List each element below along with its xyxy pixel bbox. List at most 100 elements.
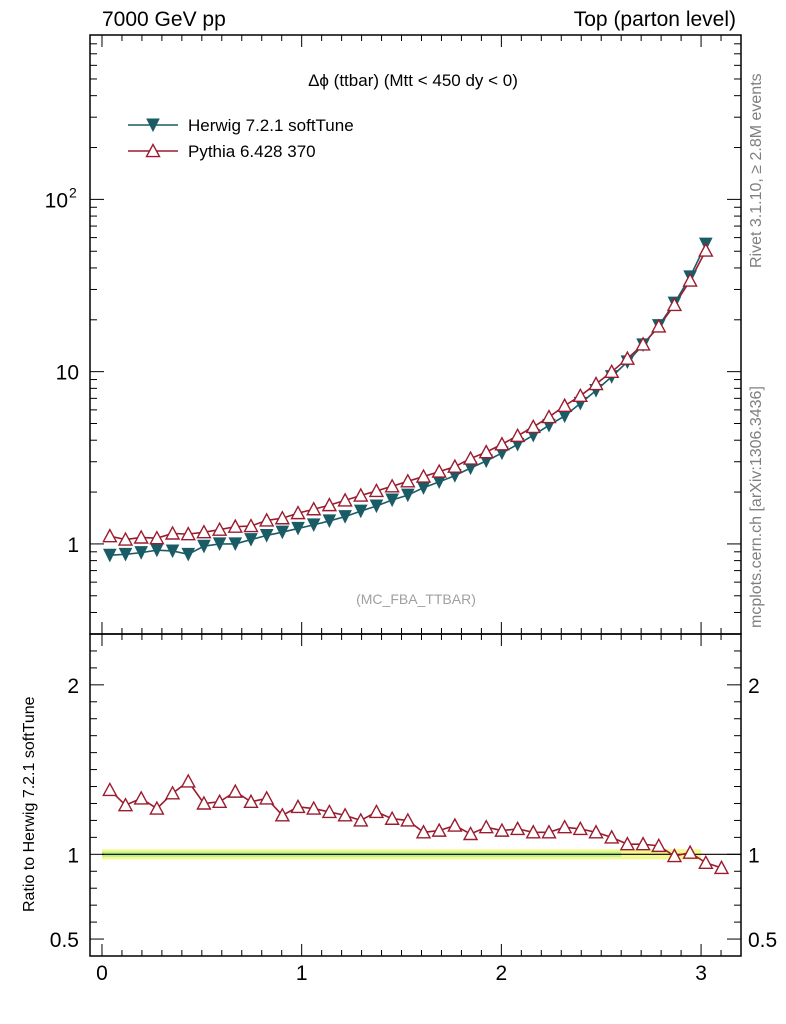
x-tick-label: 2: [496, 962, 508, 985]
pythia-data-point: [431, 463, 447, 478]
herwig-data-point: [165, 544, 180, 559]
ratio-data-point: [666, 848, 683, 863]
herwig-data-point: [291, 521, 305, 536]
herwig-data-point: [306, 518, 321, 532]
pythia-data-point: [525, 418, 541, 434]
ratio-data-point: [227, 783, 243, 798]
ratio-data-point: [258, 790, 275, 805]
pythia-data-point: [556, 397, 573, 412]
pythia-data-point: [243, 518, 259, 533]
pythia-legend-label: Pythia 6.428 370: [188, 142, 316, 161]
ratio-y-tick-label-right: 2: [748, 675, 760, 698]
header-right-label: Top (parton level): [573, 8, 736, 31]
pythia-data-point: [117, 531, 134, 546]
pythia-data-point: [133, 529, 149, 544]
pythia-legend-marker: [145, 143, 161, 158]
ratio-data-point: [415, 824, 432, 839]
ratio-data-point: [149, 800, 165, 815]
herwig-data-point: [228, 537, 243, 552]
pythia-data-point: [290, 505, 306, 520]
ratio-data-point: [572, 820, 589, 836]
herwig-data-point: [353, 504, 368, 519]
pythia-data-point: [368, 482, 385, 498]
y-tick-label: 10: [56, 362, 79, 385]
ratio-data-point: [102, 781, 118, 797]
ratio-data-point: [431, 822, 447, 837]
ratio-data-point: [651, 837, 667, 853]
ratio-data-point: [306, 800, 322, 815]
herwig-data-point: [181, 547, 196, 562]
ratio-data-point: [556, 819, 573, 834]
ratio-data-point: [337, 807, 353, 822]
ratio-data-point: [588, 824, 604, 839]
pythia-data-point: [400, 473, 416, 488]
ratio-plot-frame: [89, 633, 742, 957]
x-tick-label: 0: [96, 962, 108, 985]
pythia-data-point: [337, 492, 353, 507]
ratio-data-point: [180, 773, 196, 788]
ratio-data-point: [368, 803, 385, 819]
herwig-data-point: [244, 533, 258, 547]
ratio-data-point: [196, 795, 212, 810]
pythia-data-point: [462, 450, 479, 465]
ratio-data-point: [447, 817, 463, 832]
herwig-legend-label: Herwig 7.2.1 softTune: [188, 116, 354, 135]
pythia-data-point: [180, 526, 196, 541]
ratio-data-point: [525, 824, 541, 839]
pythia-data-point: [102, 528, 118, 543]
pythia-data-point: [211, 521, 228, 536]
pythia-data-point: [196, 524, 212, 539]
herwig-data-point: [259, 528, 274, 543]
ratio-data-point: [509, 820, 526, 836]
ratio-data-point: [604, 829, 620, 844]
pythia-data-point: [353, 487, 369, 502]
ratio-data-point: [698, 854, 714, 870]
ratio-data-point: [635, 836, 651, 851]
herwig-data-point: [197, 539, 211, 554]
ratio-data-point: [117, 797, 134, 812]
ratio-data-point: [619, 836, 636, 851]
herwig-data-point: [134, 546, 148, 560]
ratio-y-axis-label: Ratio to Herwig 7.2.1 softTune: [21, 696, 38, 912]
pythia-data-point: [588, 376, 604, 391]
pythia-data-point: [698, 242, 714, 257]
ratio-data-point: [290, 798, 306, 814]
pythia-data-point: [306, 501, 322, 516]
ratio-data-point: [164, 785, 181, 800]
ratio-y-tick-label: 1: [67, 844, 79, 867]
herwig-data-point: [103, 548, 117, 563]
pythia-data-point: [478, 444, 494, 459]
pythia-data-point: [572, 387, 589, 403]
herwig-series-line: [109, 243, 707, 557]
ratio-series-line: [109, 780, 722, 869]
herwig-legend-marker: [146, 118, 160, 133]
herwig-data-point: [338, 510, 352, 524]
pythia-data-point: [415, 468, 432, 483]
x-tick-label: 3: [695, 962, 707, 985]
ratio-y-tick-label: 2: [67, 675, 79, 698]
ratio-data-point: [384, 810, 400, 825]
chart-title: Δϕ (ttbar) (Mtt < 450 dy < 0): [308, 71, 518, 90]
ratio-y-tick-label-right: 1: [748, 844, 760, 867]
pythia-data-point: [384, 478, 400, 493]
pythia-data-point: [274, 510, 291, 525]
ratio-data-point: [211, 793, 228, 809]
y-tick-label: 10: [45, 189, 68, 212]
pythia-data-point: [619, 350, 636, 365]
pythia-data-point: [509, 427, 526, 443]
herwig-data-point: [416, 481, 431, 495]
pythia-data-point: [227, 518, 243, 533]
pythia-data-point: [541, 409, 557, 424]
ratio-data-point: [353, 812, 369, 827]
mcplots-source-label: mcplots.cern.ch [arXiv:1306.3436]: [748, 386, 765, 628]
ratio-data-point: [274, 807, 291, 822]
ratio-data-point: [400, 812, 416, 827]
herwig-data-point: [322, 514, 337, 529]
pythia-data-point: [666, 296, 683, 312]
pythia-data-point: [164, 525, 181, 540]
herwig-data-point: [212, 537, 227, 552]
pythia-data-point: [604, 363, 620, 379]
pythia-data-point: [635, 336, 651, 351]
ratio-data-point: [462, 826, 479, 841]
ratio-data-point: [682, 844, 698, 859]
